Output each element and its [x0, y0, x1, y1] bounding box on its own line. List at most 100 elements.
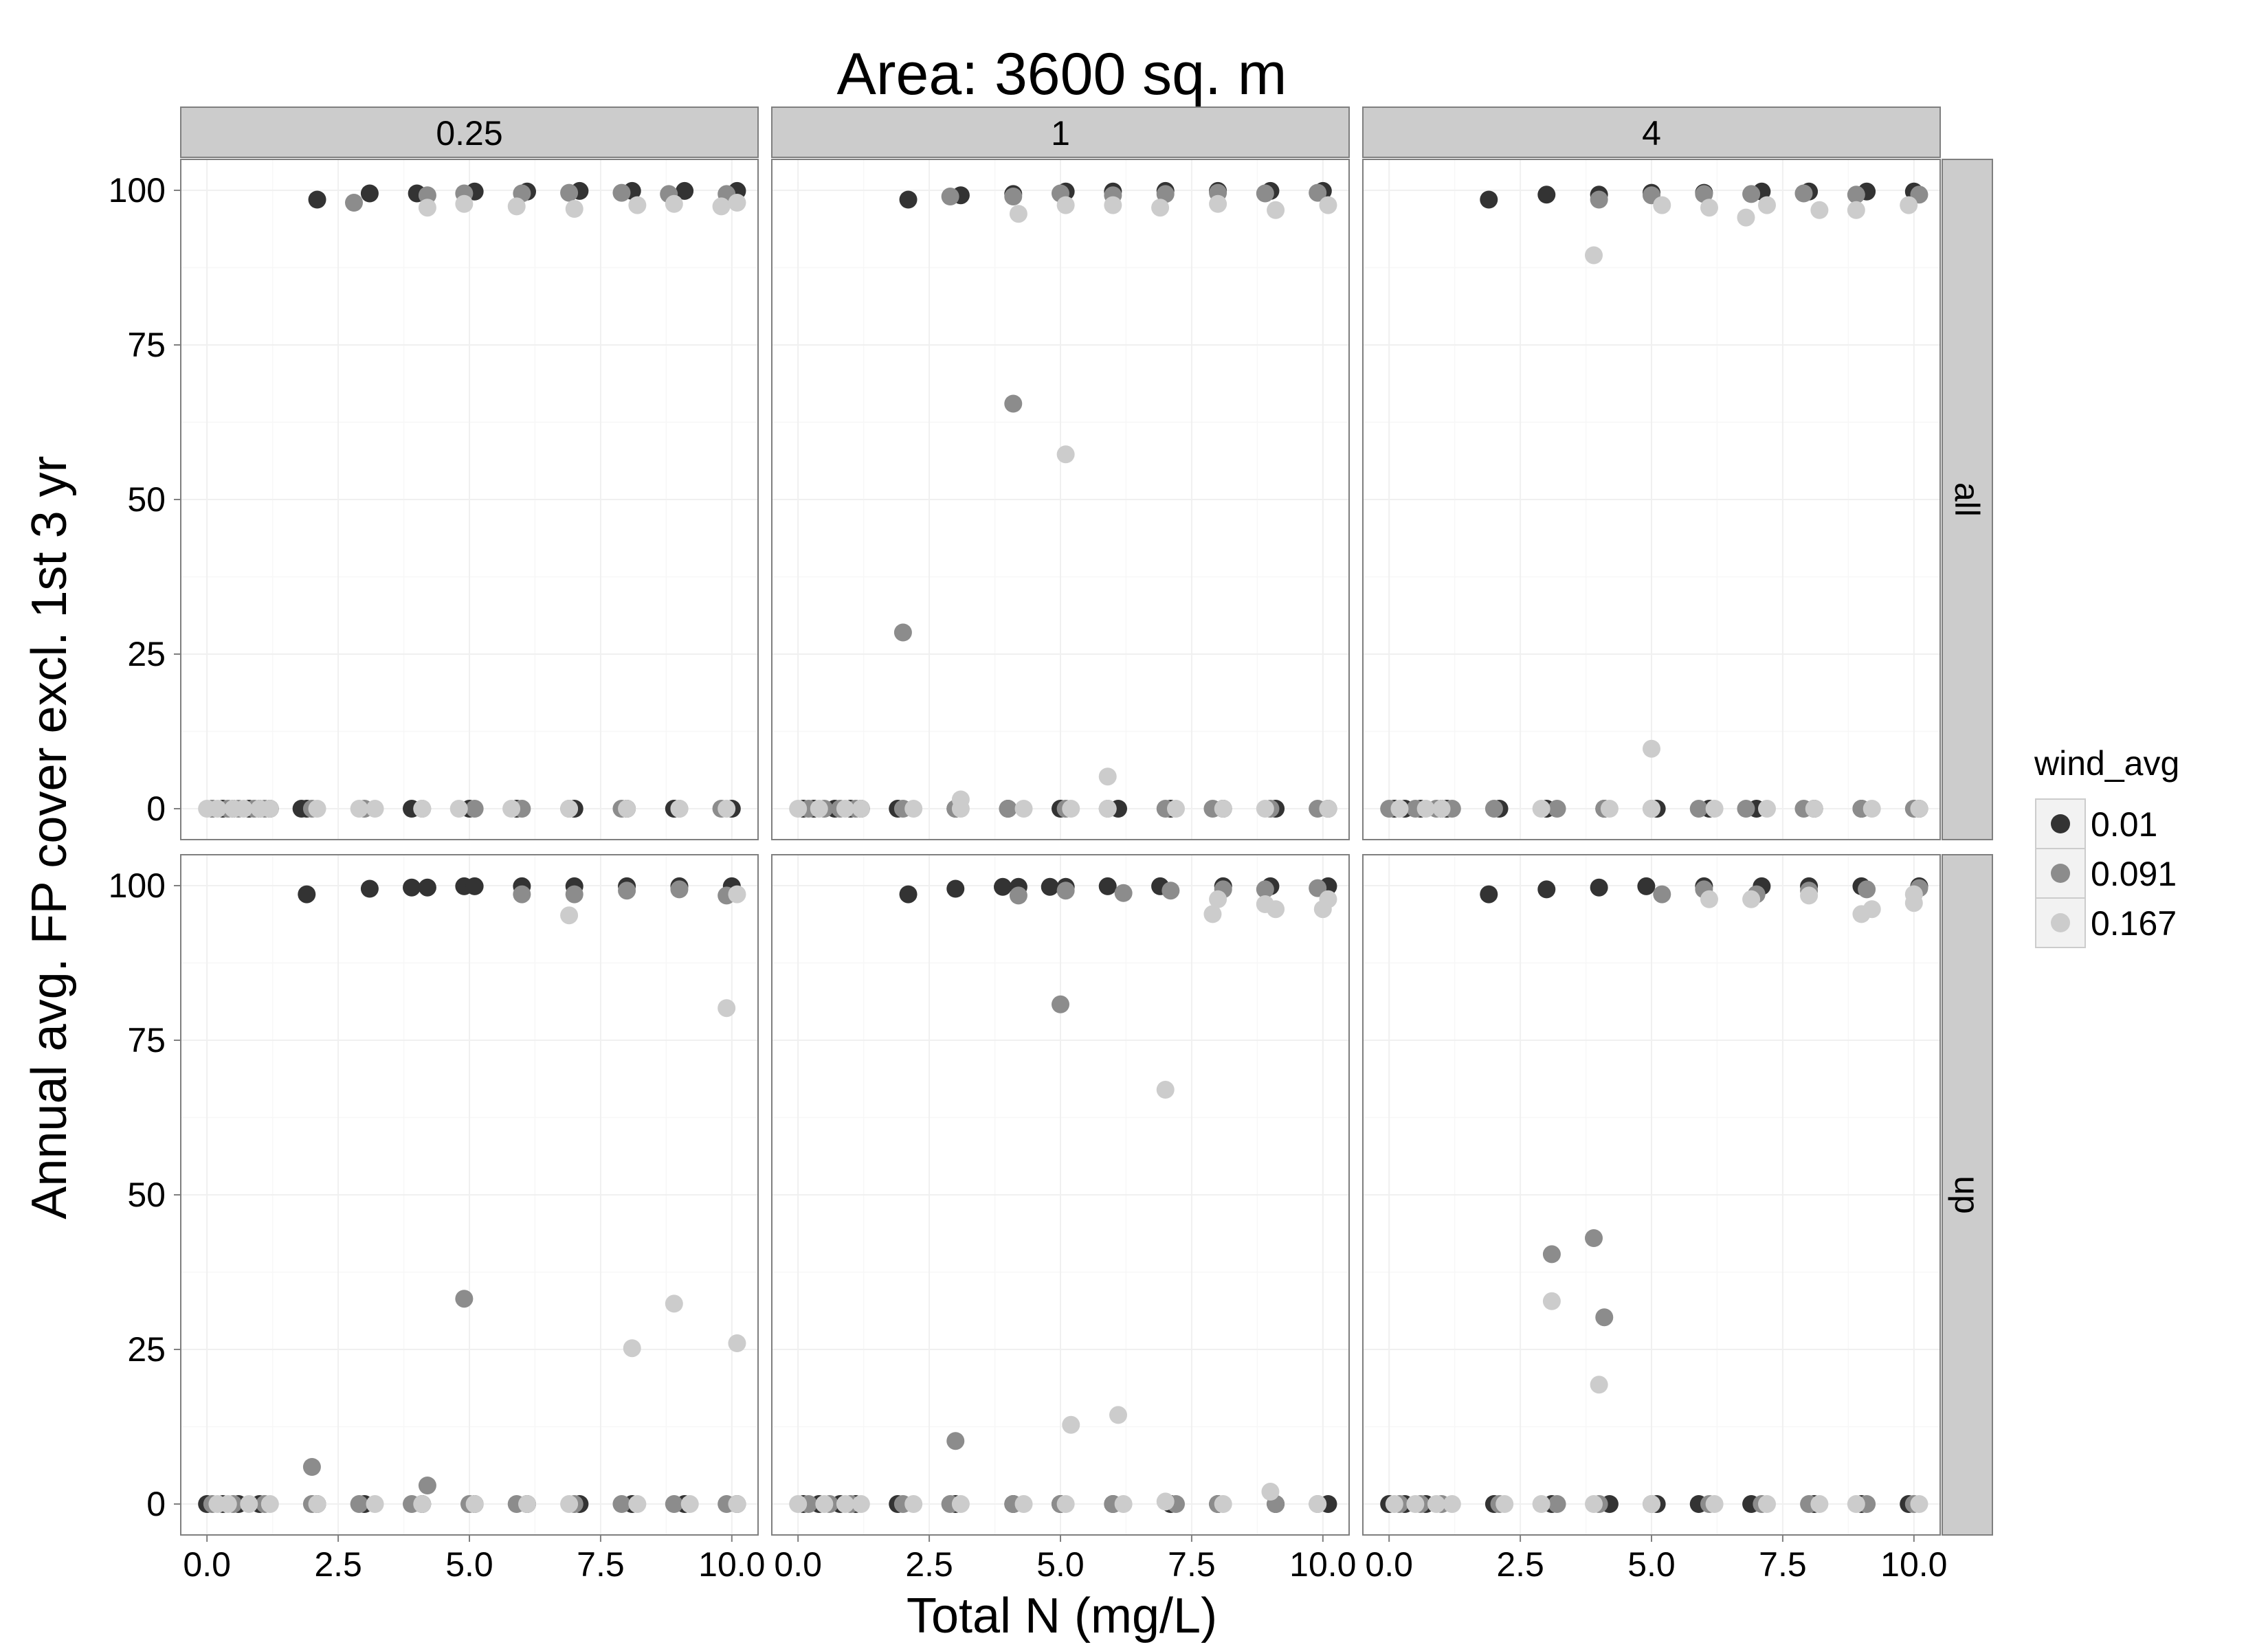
data-point: [1167, 800, 1185, 818]
data-point: [1056, 196, 1075, 214]
facet-panel: [180, 854, 759, 1536]
legend-label: 0.091: [2091, 855, 2177, 893]
data-point: [1209, 194, 1227, 213]
data-point: [1742, 890, 1761, 908]
data-point: [1214, 1495, 1232, 1513]
data-point: [1256, 880, 1274, 899]
data-point: [712, 197, 731, 216]
data-point: [240, 1495, 258, 1513]
data-point: [899, 190, 918, 209]
data-point: [1443, 1495, 1461, 1513]
data-point: [413, 1495, 432, 1513]
y-tick-label: 100: [109, 171, 166, 210]
data-point: [465, 800, 484, 818]
data-point: [1590, 190, 1608, 209]
data-point: [789, 800, 808, 818]
y-tick-label: 25: [127, 635, 166, 673]
data-point: [1256, 800, 1274, 818]
data-point: [1319, 800, 1337, 818]
data-point: [665, 1294, 683, 1313]
data-point: [1416, 800, 1435, 818]
data-point: [360, 879, 379, 898]
panel-points: [198, 181, 746, 818]
y-tick-label: 75: [127, 1021, 166, 1059]
data-point: [560, 800, 579, 818]
data-point: [1009, 886, 1027, 905]
data-point: [623, 1339, 641, 1358]
data-point: [728, 1334, 746, 1352]
data-point: [1209, 890, 1227, 908]
data-point: [612, 183, 631, 202]
data-point: [836, 800, 854, 818]
data-point: [1309, 879, 1327, 897]
data-point: [260, 1495, 279, 1513]
data-point: [852, 800, 870, 818]
legend-label: 0.167: [2091, 904, 2177, 943]
data-point: [1014, 1495, 1033, 1513]
data-point: [302, 1458, 321, 1476]
data-point: [208, 800, 227, 818]
data-point: [1758, 800, 1776, 818]
x-axis-title: Total N (mg/L): [907, 1589, 1217, 1644]
data-point: [560, 906, 579, 925]
data-point: [836, 1495, 854, 1513]
data-point: [1737, 208, 1755, 227]
data-point: [345, 194, 363, 212]
data-point: [810, 800, 828, 818]
data-point: [946, 1432, 965, 1450]
data-point: [1267, 900, 1285, 919]
data-point: [628, 1495, 647, 1513]
data-point: [465, 1495, 484, 1513]
legend-title: wind_avg: [2034, 744, 2179, 783]
legend-swatch: [2051, 913, 2070, 932]
data-point: [1590, 1376, 1608, 1394]
data-point: [308, 800, 326, 818]
legend-swatch: [2051, 864, 2070, 883]
facet-panel: [1362, 854, 1941, 1536]
facet-strip-row-label: all: [1948, 482, 1986, 517]
x-tick-label: 0.0: [183, 1545, 231, 1584]
data-point: [1847, 1495, 1865, 1513]
data-point: [1758, 196, 1776, 214]
data-point: [1309, 1495, 1327, 1513]
data-point: [455, 1290, 474, 1308]
panel-border: [1362, 159, 1941, 840]
data-point: [718, 800, 736, 818]
data-point: [560, 1495, 579, 1513]
data-point: [565, 200, 583, 218]
data-point: [449, 800, 468, 818]
data-point: [1700, 890, 1718, 908]
data-point: [518, 1495, 536, 1513]
data-point: [403, 878, 421, 897]
data-point: [1098, 800, 1117, 818]
facet-strip-col-label: 0.25: [436, 114, 502, 153]
panel-points: [789, 181, 1337, 818]
data-point: [418, 878, 436, 897]
data-point: [1056, 882, 1075, 900]
y-axis-title: Annual avg. FP cover excl. 1st 3 yr: [22, 456, 77, 1219]
data-point: [1800, 886, 1819, 905]
data-point: [728, 885, 746, 904]
x-tick-label: 2.5: [314, 1545, 362, 1584]
x-axis-ticks: 0.0 2.5 5.0 7.5 10.0 0.0 2.5 5.0 7.5 10.0 0.0 2.5 5.…: [183, 1535, 1947, 1584]
data-point: [1480, 190, 1498, 209]
x-tick-label: 10.0: [1880, 1545, 1947, 1584]
data-point: [815, 1495, 834, 1513]
data-point: [951, 800, 970, 818]
data-point: [1737, 800, 1755, 818]
y-tick-label: 0: [146, 789, 166, 828]
data-point: [1151, 199, 1170, 217]
facet-strip-col-label: 4: [1642, 114, 1661, 153]
data-point: [1548, 800, 1566, 818]
x-tick-label: 2.5: [905, 1545, 953, 1584]
data-point: [1643, 1495, 1660, 1513]
data-point: [1758, 1495, 1776, 1513]
panel-points: [198, 877, 746, 1513]
data-point: [418, 186, 436, 205]
data-point: [1805, 800, 1823, 818]
data-point: [618, 882, 636, 900]
data-point: [1637, 877, 1656, 895]
data-point: [1161, 882, 1180, 900]
data-point: [1794, 184, 1813, 203]
data-point: [1267, 201, 1285, 219]
